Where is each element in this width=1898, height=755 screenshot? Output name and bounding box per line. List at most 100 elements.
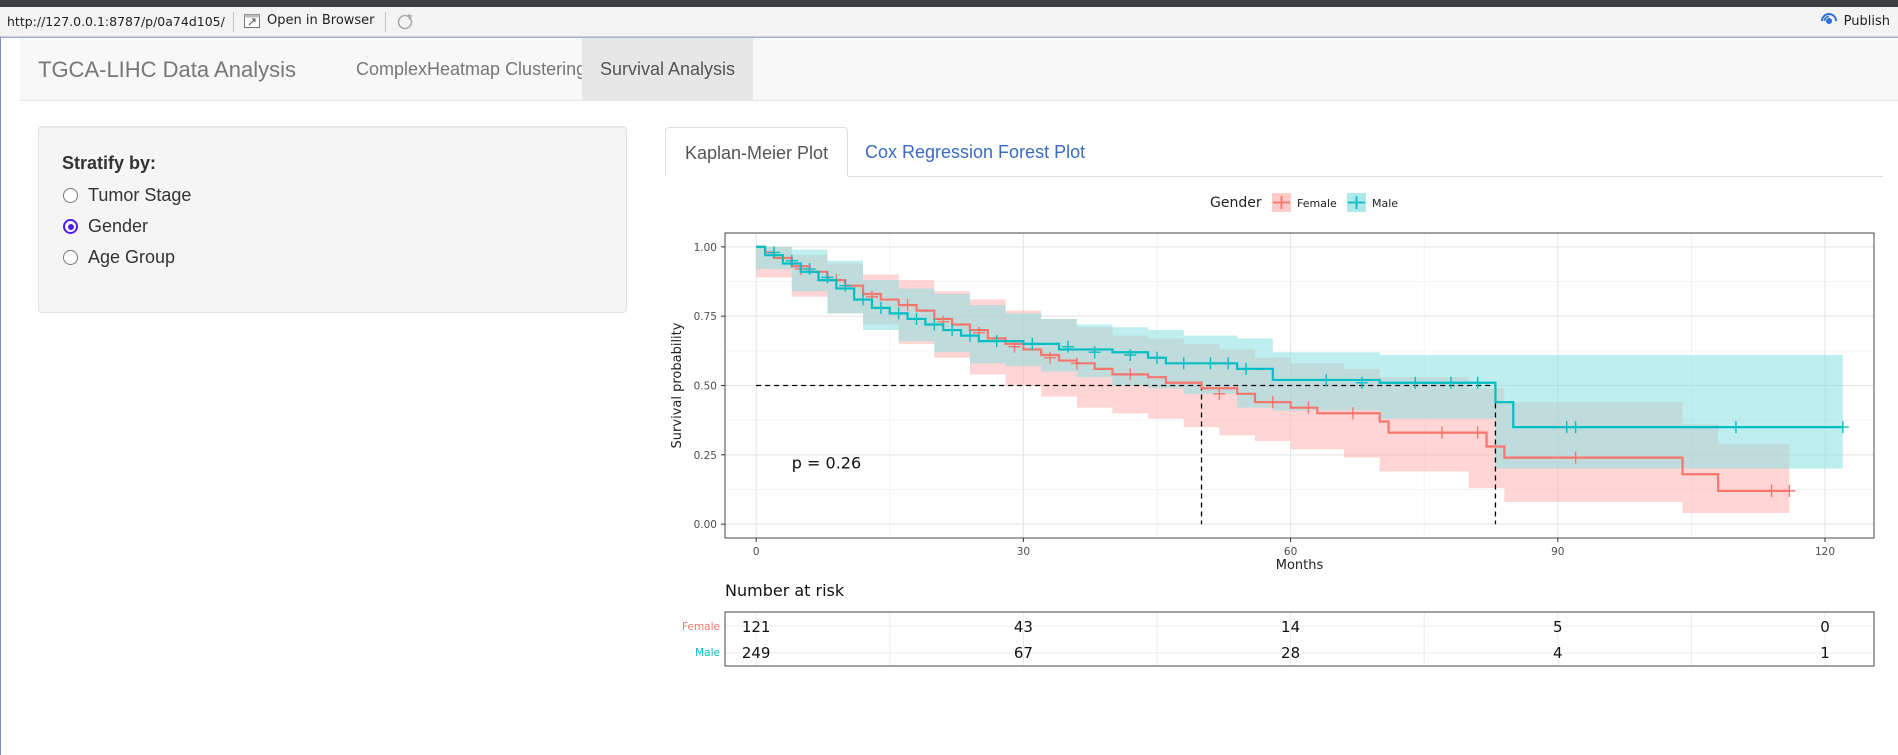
- radio-button-checked[interactable]: [63, 219, 78, 234]
- censor-mark-male: [874, 301, 887, 314]
- publish-label: Publish: [1843, 13, 1890, 29]
- censor-mark-male: [857, 293, 870, 306]
- toolbar-divider: [385, 12, 386, 32]
- legend-label-female: Female: [1297, 197, 1337, 210]
- censor-mark-male: [1061, 340, 1074, 353]
- legend-title: Gender: [1210, 195, 1262, 211]
- survival-curve-male: [756, 245, 1843, 429]
- censor-mark-female: [1302, 401, 1315, 414]
- censor-mark-female: [1213, 387, 1226, 400]
- censor-mark-male: [1222, 357, 1235, 370]
- censor-mark-male: [785, 254, 798, 267]
- risk-table-border: [724, 611, 1875, 667]
- censor-mark-female: [1569, 451, 1582, 464]
- radio-age-group[interactable]: Age Group: [63, 247, 175, 268]
- censor-mark-female: [1436, 426, 1449, 439]
- censor-mark-male: [1150, 351, 1163, 364]
- risk-table-cell: 14: [1281, 618, 1300, 636]
- censor-mark-male: [1444, 376, 1457, 389]
- frame-left-border: [0, 37, 1, 755]
- radio-button[interactable]: [63, 250, 78, 265]
- x-tick-label: 0: [753, 546, 760, 558]
- tabs-underline: [665, 176, 1883, 177]
- censor-mark-male: [963, 329, 976, 342]
- risk-row-label-female: Female: [682, 621, 720, 633]
- x-tick-label: 90: [1551, 546, 1564, 558]
- risk-table-panel: [725, 612, 1874, 666]
- censor-mark-female: [1765, 484, 1778, 497]
- y-tick-label: 0.25: [694, 450, 717, 462]
- nav-tab-survival-analysis[interactable]: Survival Analysis: [582, 38, 754, 101]
- risk-table-cell: 4: [1553, 644, 1563, 662]
- risk-row-label-male: Male: [695, 647, 720, 659]
- publish-icon: [1820, 13, 1837, 24]
- ci-band-male: [756, 246, 1843, 469]
- censor-mark-female: [1266, 396, 1279, 409]
- censor-mark-male: [821, 271, 834, 284]
- censor-mark-female: [1044, 351, 1057, 364]
- censor-mark-male: [1836, 421, 1849, 434]
- radio-button[interactable]: [63, 188, 78, 203]
- censor-mark-male: [1026, 337, 1039, 350]
- censor-mark-male: [1177, 357, 1190, 370]
- censor-mark-male: [910, 312, 923, 325]
- censor-mark-male: [892, 307, 905, 320]
- p-value-label: p = 0.26: [792, 454, 861, 473]
- x-tick-label: 60: [1284, 546, 1297, 558]
- window-top-strip: [0, 0, 1898, 7]
- censor-mark-male: [946, 324, 959, 337]
- x-tick-label: 30: [1017, 546, 1030, 558]
- censor-mark-male: [990, 335, 1003, 348]
- censor-mark-female: [1783, 484, 1796, 497]
- risk-table-cell: 1: [1820, 644, 1830, 662]
- open-browser-icon: [244, 13, 260, 28]
- legend-key-line-male: [1348, 196, 1365, 209]
- risk-table-title: Number at risk: [725, 581, 845, 600]
- open-in-browser-button[interactable]: Open in Browser: [244, 13, 375, 28]
- censor-mark-male: [1088, 346, 1101, 359]
- y-tick-label: 0.75: [694, 311, 717, 323]
- radio-label: Age Group: [88, 247, 176, 267]
- censor-mark-female: [1008, 340, 1021, 353]
- tab-kaplan-meier[interactable]: Kaplan-Meier Plot: [665, 127, 849, 177]
- legend-label-male: Male: [1372, 197, 1398, 210]
- navbar: TGCA-LIHC Data Analysis ComplexHeatmap C…: [20, 38, 1898, 101]
- toolbar-divider: [233, 12, 234, 32]
- censor-mark-male: [803, 263, 816, 276]
- x-axis-label: Months: [1276, 558, 1324, 573]
- censor-mark-male: [1569, 421, 1582, 434]
- censor-mark-male: [1409, 376, 1422, 389]
- app-brand[interactable]: TGCA-LIHC Data Analysis: [38, 57, 296, 82]
- stratify-label: Stratify by:: [62, 153, 157, 173]
- censor-mark-male: [839, 279, 852, 292]
- censor-mark-male: [928, 318, 941, 331]
- censor-mark-female: [1070, 357, 1083, 370]
- viewer-toolbar: http://127.0.0.1:8787/p/0a74d105/ Open i…: [0, 7, 1898, 37]
- censor-mark-female: [1471, 426, 1484, 439]
- nav-tab-complexheatmap[interactable]: ComplexHeatmap Clustering: [356, 59, 587, 79]
- x-tick-label: 120: [1815, 546, 1835, 558]
- kaplan-meier-chart: Gender Female Male 0.00 0.25 0.50 0.75 1.00 0 3…: [670, 193, 1875, 667]
- risk-table-cell: 121: [742, 618, 771, 636]
- censor-mark-male: [767, 246, 780, 259]
- censor-mark-male: [1124, 349, 1137, 361]
- frame-top-border: [0, 37, 1898, 38]
- sidebar-panel: Stratify by: Tumor Stage Gender Age Grou…: [38, 126, 627, 313]
- radio-gender[interactable]: Gender: [63, 216, 148, 237]
- risk-table-cell: 5: [1553, 618, 1563, 636]
- censor-mark-male: [1320, 373, 1333, 386]
- radio-tumor-stage[interactable]: Tumor Stage: [63, 185, 191, 206]
- censor-mark-female: [901, 299, 914, 312]
- tab-cox-regression[interactable]: Cox Regression Forest Plot: [865, 142, 1086, 162]
- y-tick-label: 0.00: [694, 519, 717, 531]
- refresh-icon[interactable]: [396, 13, 414, 31]
- y-tick-label: 0.50: [694, 381, 717, 393]
- open-in-browser-label: Open in Browser: [267, 13, 375, 28]
- censor-mark-male: [1471, 376, 1484, 389]
- censor-mark-female: [1346, 407, 1359, 420]
- chart-legend: Gender Female Male: [1210, 193, 1398, 212]
- url-text[interactable]: http://127.0.0.1:8787/p/0a74d105/: [7, 14, 225, 29]
- risk-table-cell: 28: [1281, 644, 1300, 662]
- radio-label: Tumor Stage: [88, 185, 192, 205]
- publish-button[interactable]: Publish: [1820, 13, 1890, 29]
